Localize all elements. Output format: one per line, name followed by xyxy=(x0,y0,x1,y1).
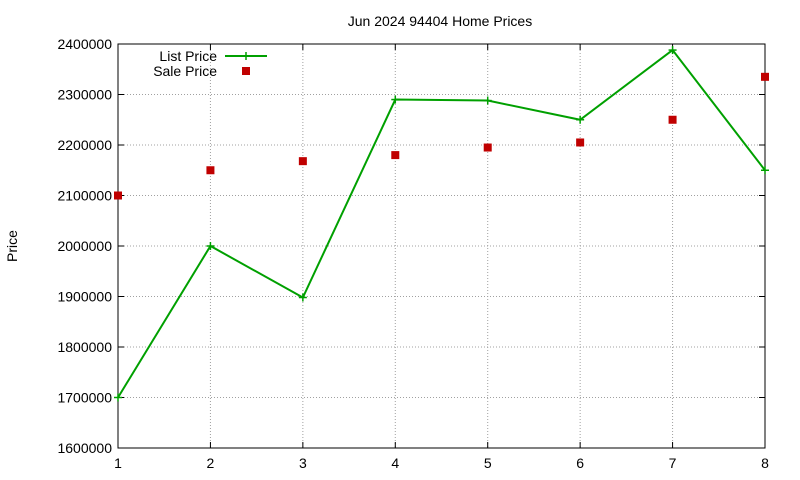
y-tick-label: 2100000 xyxy=(57,188,112,204)
y-tick-label: 2200000 xyxy=(57,137,112,153)
sale-price-point xyxy=(391,151,400,160)
y-tick-label: 2000000 xyxy=(57,238,112,254)
x-tick-label: 6 xyxy=(576,455,584,471)
series-layer xyxy=(114,46,769,402)
y-tick-label: 1900000 xyxy=(57,289,112,305)
sale-price-point xyxy=(298,157,307,166)
legend-swatch-marker xyxy=(242,67,250,75)
x-tick-label: 4 xyxy=(391,455,399,471)
legend-label: Sale Price xyxy=(153,63,217,79)
y-tick-label: 2400000 xyxy=(57,36,112,52)
y-tick-label: 1700000 xyxy=(57,390,112,406)
sale-price-point xyxy=(206,166,215,175)
y-tick-label: 1800000 xyxy=(57,339,112,355)
y-tick-label: 2300000 xyxy=(57,87,112,103)
list-price-line xyxy=(117,48,766,399)
grid xyxy=(117,43,766,449)
y-axis-label: Price xyxy=(4,230,20,262)
sale-price-point xyxy=(114,191,122,200)
x-tick-label: 1 xyxy=(114,455,122,471)
legend-label: List Price xyxy=(159,48,217,64)
plot-frame xyxy=(117,43,766,449)
x-tick-label: 3 xyxy=(299,455,307,471)
sale-price-point xyxy=(576,138,585,147)
sale-price-point xyxy=(761,72,769,81)
chart-title: Jun 2024 94404 Home Prices xyxy=(348,13,532,29)
x-tick-label: 7 xyxy=(669,455,677,471)
y-tick-label: 1600000 xyxy=(57,440,112,456)
sale-price-point xyxy=(483,143,492,152)
tick-labels: 1600000 1700000 1800000 1900000 2000000 21000… xyxy=(57,36,769,471)
x-tick-label: 8 xyxy=(761,455,769,471)
x-tick-label: 2 xyxy=(207,455,215,471)
sale-price-point xyxy=(668,115,677,124)
x-tick-label: 5 xyxy=(484,455,492,471)
